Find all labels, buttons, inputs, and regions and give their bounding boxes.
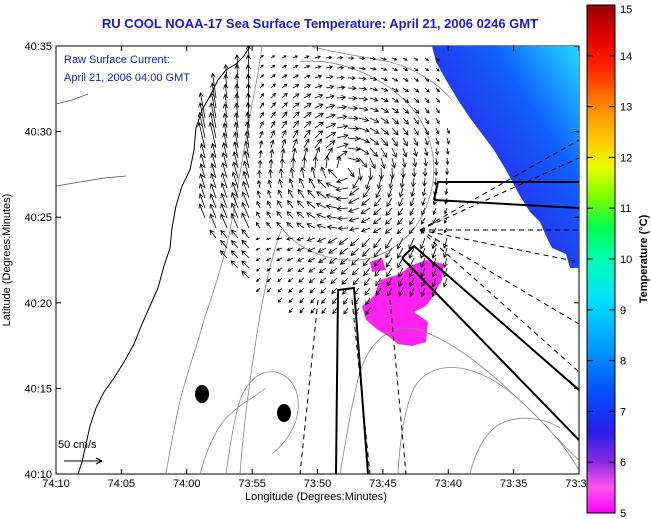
x-tick-label: 74:10 (42, 478, 70, 490)
x-tick-label: 73:55 (238, 478, 266, 490)
scale-arrow (64, 457, 103, 465)
station-marker (277, 404, 291, 422)
colorbar-tick-label: 10 (620, 254, 632, 266)
y-axis-ticks: 40:10 40:15 40:20 40:25 40:30 40:35 (24, 41, 579, 481)
colorbar-tick-label: 12 (620, 152, 632, 164)
colorbar-tick-label: 13 (620, 102, 632, 114)
colorbar-tick-label: 9 (620, 305, 626, 317)
colorbar-tick-label: 14 (620, 51, 632, 63)
surface-current-vectors (197, 46, 450, 316)
y-tick-label: 40:20 (24, 298, 52, 310)
colorbar-tick-label: 15 (620, 4, 632, 16)
y-tick-label: 40:30 (24, 127, 52, 139)
x-axis-label: Longitude (Degrees:Minutes) (245, 491, 387, 503)
colorbar-tick-label: 11 (620, 203, 631, 215)
y-tick-label: 40:10 (24, 469, 52, 481)
x-tick-label: 73:40 (434, 478, 462, 490)
x-tick-label: 74:05 (108, 478, 136, 490)
colorbar-tick-label: 7 (620, 406, 626, 418)
colorbar-tick-label: 8 (620, 356, 626, 368)
colorbar-ticks: 5 6 7 8 9 10 11 12 13 14 15 (587, 4, 632, 519)
y-tick-label: 40:25 (24, 212, 52, 224)
x-axis-ticks: 74:10 74:05 74:00 73:55 73:50 73:45 73:40 73:35… (42, 46, 593, 490)
sst-warm-region (432, 46, 579, 268)
map-title: RU COOL NOAA-17 Sea Surface Temperature:… (101, 16, 539, 31)
y-tick-label: 40:35 (24, 41, 52, 53)
colorbar-tick-label: 5 (620, 508, 626, 519)
x-tick-label: 73:30 (565, 478, 593, 490)
y-tick-label: 40:15 (24, 383, 52, 395)
x-tick-label: 73:35 (500, 478, 528, 490)
x-tick-label: 73:45 (369, 478, 397, 490)
annotation-line-2: April 21, 2006 04:00 GMT (64, 72, 190, 84)
scale-label: 50 cm/s (58, 439, 97, 451)
shipping-lanes (335, 181, 579, 474)
colorbar-label: Temperature (°C) (638, 214, 650, 303)
coastline (77, 46, 251, 474)
x-tick-label: 74:00 (173, 478, 201, 490)
colorbar-tick-label: 6 (620, 457, 626, 469)
shoreline-detail (56, 93, 127, 187)
x-tick-label: 73:50 (304, 478, 332, 490)
radar-range-lines (299, 139, 579, 474)
annotation-line-1: Raw Surface Current: (64, 54, 170, 66)
y-axis-label: Latitude (Degrees:Minutes) (1, 194, 13, 327)
station-marker (195, 385, 209, 403)
